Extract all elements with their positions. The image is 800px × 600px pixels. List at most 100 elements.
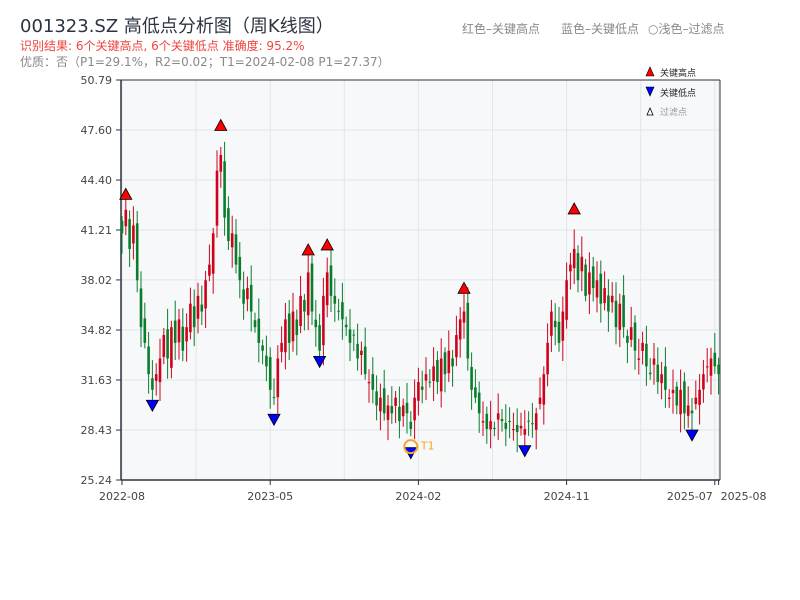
candle-body xyxy=(314,319,318,328)
candle-body xyxy=(318,325,321,351)
key-low-marker xyxy=(685,429,699,442)
candle-body xyxy=(660,374,663,384)
candle-body xyxy=(257,318,261,343)
y-tick-label: 34.82 xyxy=(81,324,113,337)
candle-body xyxy=(550,311,553,336)
key-high-marker xyxy=(214,118,228,131)
candle-body xyxy=(534,413,538,430)
candle-body xyxy=(489,421,492,430)
candle-body xyxy=(223,161,226,218)
candle-body xyxy=(375,391,378,406)
candle-body xyxy=(265,355,268,367)
result-summary: 识别结果: 6个关键高点, 6个关键低点 准确度: 95.2% xyxy=(20,39,305,53)
candle-body xyxy=(177,319,181,343)
top-legend-red: 红色–关键高点 xyxy=(462,22,541,36)
candle-body xyxy=(584,264,587,296)
candle-body xyxy=(675,386,679,406)
candle-body xyxy=(610,295,614,303)
candle-body xyxy=(572,248,576,269)
candle-body xyxy=(599,273,603,304)
candle-body xyxy=(424,374,428,381)
candle-body xyxy=(679,389,682,415)
candle-body xyxy=(694,397,698,405)
candle-body xyxy=(588,272,591,295)
candle-body xyxy=(215,170,219,226)
candle-body xyxy=(360,350,363,355)
candle-body xyxy=(124,209,128,227)
candle-body xyxy=(238,256,242,281)
candle-body xyxy=(667,397,671,399)
candle-body xyxy=(204,280,207,309)
candle-body xyxy=(310,263,314,312)
candle-body xyxy=(420,386,424,390)
candle-body xyxy=(717,364,720,375)
candle-body xyxy=(120,220,124,234)
candle-body xyxy=(462,311,466,323)
candle-body xyxy=(557,321,561,343)
y-tick-label: 25.24 xyxy=(81,474,113,487)
candle-body xyxy=(690,410,694,414)
candle-body xyxy=(147,346,150,375)
key-high-marker xyxy=(567,202,581,215)
candle-body xyxy=(713,352,717,367)
candle-body xyxy=(170,327,173,368)
candle-body xyxy=(683,381,686,414)
y-tick-label: 44.40 xyxy=(81,174,113,187)
candle-body xyxy=(702,374,705,390)
candle-body xyxy=(181,326,185,351)
candle-body xyxy=(477,392,481,414)
candle-body xyxy=(246,288,249,300)
candle-body xyxy=(500,419,504,422)
key-low-marker xyxy=(267,413,281,427)
candle-body xyxy=(576,253,580,281)
candle-body xyxy=(656,364,660,382)
candle-body xyxy=(546,342,549,375)
y-tick-label: 41.21 xyxy=(81,224,113,237)
candle-body xyxy=(645,343,648,367)
candle-body xyxy=(698,389,701,405)
candle-body xyxy=(531,423,534,425)
chart-title: 001323.SZ 高低点分析图（周K线图） xyxy=(20,16,334,37)
candle-body xyxy=(481,421,485,423)
candle-body xyxy=(398,406,401,422)
candle-body xyxy=(325,272,329,306)
candle-body xyxy=(287,313,291,343)
candle-body xyxy=(591,266,595,289)
candle-body xyxy=(428,381,432,383)
key-low-marker xyxy=(145,399,160,413)
candle-body xyxy=(379,397,382,412)
candle-body xyxy=(132,225,135,244)
legend-high-icon xyxy=(645,66,655,77)
top-legend-blue: 蓝色–关键低点 xyxy=(561,22,640,36)
candle-body xyxy=(299,295,302,327)
candle-body xyxy=(200,304,204,312)
candle-body xyxy=(143,318,147,343)
candle-body xyxy=(626,335,629,343)
candle-body xyxy=(622,295,625,328)
candle-body xyxy=(196,295,200,319)
candle-body xyxy=(709,358,713,376)
candle-body xyxy=(447,350,451,374)
candle-body xyxy=(565,280,568,320)
candle-body xyxy=(268,357,272,390)
candle-body xyxy=(242,289,245,304)
candle-body xyxy=(432,366,435,382)
candle-body xyxy=(641,342,644,351)
candle-body xyxy=(519,425,523,429)
candle-body xyxy=(633,322,637,351)
candle-body xyxy=(128,219,131,249)
candle-body xyxy=(527,420,530,422)
candle-body xyxy=(705,366,709,368)
candle-body xyxy=(439,358,443,392)
candle-body xyxy=(322,295,325,346)
candle-body xyxy=(637,358,641,360)
candle-body xyxy=(474,387,477,398)
candle-body xyxy=(436,360,439,382)
candle-body xyxy=(291,311,295,342)
candle-body xyxy=(401,405,405,417)
candle-body xyxy=(618,303,622,330)
candle-body xyxy=(569,264,572,272)
candle-body xyxy=(664,366,667,390)
candle-body xyxy=(458,319,462,340)
candle-body xyxy=(280,342,283,352)
